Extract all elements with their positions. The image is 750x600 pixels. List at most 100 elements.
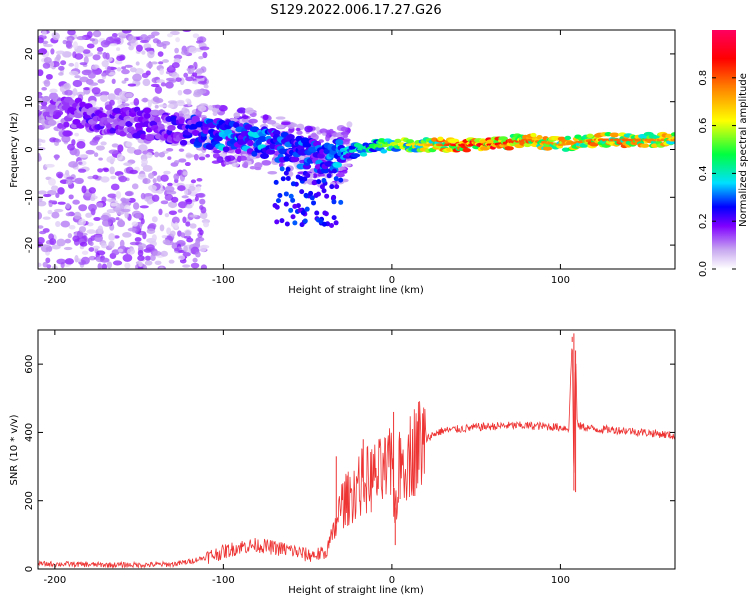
heatmap-cell bbox=[198, 55, 204, 60]
heatmap-cell bbox=[57, 187, 65, 195]
heatmap-cell bbox=[51, 211, 60, 219]
heatmap-cell bbox=[62, 130, 72, 137]
heatmap-cell bbox=[177, 89, 183, 96]
heatmap-cell bbox=[283, 191, 289, 197]
heatmap-cell bbox=[165, 81, 174, 89]
heatmap-cell bbox=[86, 229, 97, 234]
heatmap-cell bbox=[542, 146, 553, 151]
heatmap-cell bbox=[57, 122, 64, 129]
snr-background bbox=[38, 330, 675, 569]
figure-title: S129.2022.006.17.27.G26 bbox=[270, 3, 441, 18]
heatmap-cell bbox=[165, 148, 174, 152]
heatmap-cell bbox=[274, 219, 280, 225]
heatmap-cell bbox=[54, 208, 64, 213]
heatmap-cell bbox=[140, 40, 149, 44]
heatmap-cell bbox=[41, 30, 47, 37]
heatmap-cell bbox=[111, 78, 116, 85]
heatmap-cell bbox=[117, 98, 123, 106]
heatmap-cell bbox=[194, 75, 204, 79]
heatmap-cell bbox=[148, 223, 157, 229]
heatmap-cell bbox=[92, 174, 99, 180]
heatmap-cell bbox=[235, 148, 242, 155]
heatmap-cell bbox=[64, 238, 72, 244]
heatmap-cell bbox=[146, 228, 156, 235]
heatmap-cell bbox=[321, 221, 327, 227]
heatmap-cell bbox=[101, 60, 109, 68]
heatmap-cell bbox=[65, 40, 72, 48]
heatmap-cell bbox=[218, 105, 228, 112]
heatmap-cell bbox=[118, 120, 128, 127]
heatmap-cell bbox=[121, 80, 127, 84]
x-tick-label: 100 bbox=[551, 575, 570, 586]
heatmap-cell bbox=[161, 235, 168, 239]
heatmap-cell bbox=[121, 69, 130, 75]
heatmap-cell bbox=[325, 134, 330, 142]
heatmap-cell bbox=[144, 47, 155, 51]
heatmap-cell bbox=[79, 62, 88, 66]
heatmap-cell bbox=[129, 169, 138, 174]
heatmap-cell bbox=[49, 238, 57, 246]
heatmap-cell bbox=[97, 263, 103, 269]
heatmap-cell bbox=[64, 258, 75, 265]
heatmap-cell bbox=[185, 221, 191, 227]
heatmap-cell bbox=[154, 85, 163, 94]
heatmap-cell bbox=[111, 143, 119, 148]
heatmap-cell bbox=[182, 264, 191, 268]
heatmap-cell bbox=[181, 195, 189, 199]
heatmap-cell bbox=[177, 208, 183, 213]
heatmap-cell bbox=[59, 85, 65, 93]
heatmap-cell bbox=[100, 214, 110, 221]
heatmap-cell bbox=[109, 166, 115, 175]
heatmap-cell bbox=[321, 178, 327, 184]
heatmap-cell bbox=[119, 239, 125, 248]
heatmap-cell bbox=[54, 139, 62, 143]
heatmap-cell bbox=[185, 76, 194, 82]
heatmap-cell bbox=[536, 134, 543, 140]
heatmap-cell bbox=[42, 40, 49, 45]
heatmap-cell bbox=[185, 154, 196, 158]
heatmap-cell bbox=[93, 216, 101, 221]
heatmap-cell bbox=[178, 158, 187, 163]
y-tick-label: 20 bbox=[24, 48, 35, 61]
heatmap-cell bbox=[308, 190, 314, 196]
heatmap-cell bbox=[134, 81, 141, 86]
heatmap-cell bbox=[188, 46, 198, 54]
heatmap-cell bbox=[340, 131, 350, 136]
heatmap-cell bbox=[38, 69, 44, 77]
heatmap-cell bbox=[93, 152, 99, 158]
heatmap-cell bbox=[43, 193, 52, 198]
heatmap-cell bbox=[155, 79, 165, 84]
heatmap-cell bbox=[146, 134, 156, 141]
heatmap-cell bbox=[178, 148, 185, 152]
heatmap-cell bbox=[342, 133, 349, 139]
heatmap-cell bbox=[81, 185, 87, 194]
heatmap-cell bbox=[89, 140, 99, 146]
heatmap-cell bbox=[112, 107, 122, 114]
heatmap-cell bbox=[146, 152, 153, 159]
snr-frame bbox=[37, 329, 676, 570]
heatmap-cell bbox=[340, 126, 348, 132]
heatmap-cell bbox=[89, 241, 94, 247]
heatmap-cell bbox=[68, 161, 79, 168]
heatmap-cell bbox=[437, 136, 444, 141]
heatmap-cell bbox=[143, 112, 151, 119]
heatmap-ridge-core bbox=[672, 138, 675, 142]
heatmap-cell bbox=[116, 47, 121, 52]
heatmap-cell bbox=[132, 73, 142, 82]
heatmap-cell bbox=[296, 130, 303, 135]
heatmap-cell bbox=[262, 114, 269, 121]
heatmap-cell bbox=[153, 116, 161, 123]
heatmap-cell bbox=[159, 266, 164, 269]
heatmap-cell bbox=[150, 61, 158, 65]
heatmap-cell bbox=[111, 249, 120, 256]
heatmap-cell bbox=[329, 184, 335, 190]
heatmap-cell bbox=[117, 144, 124, 153]
heatmap-cell bbox=[76, 91, 86, 97]
heatmap-cell bbox=[122, 30, 132, 34]
heatmap-cell bbox=[156, 175, 162, 182]
heatmap-cell bbox=[288, 193, 294, 199]
colorbar-tick-label: 0.0 bbox=[698, 261, 709, 277]
heatmap-cell bbox=[158, 208, 163, 216]
heatmap-cell bbox=[157, 51, 164, 57]
heatmap-cell bbox=[42, 261, 48, 268]
